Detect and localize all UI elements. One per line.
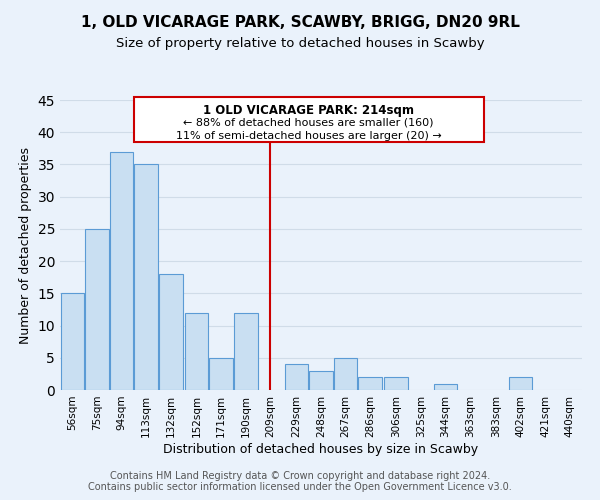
Bar — [134, 164, 158, 390]
Bar — [85, 229, 109, 390]
Bar — [234, 312, 257, 390]
Text: Contains HM Land Registry data © Crown copyright and database right 2024.: Contains HM Land Registry data © Crown c… — [110, 471, 490, 481]
Y-axis label: Number of detached properties: Number of detached properties — [19, 146, 32, 344]
Text: 1, OLD VICARAGE PARK, SCAWBY, BRIGG, DN20 9RL: 1, OLD VICARAGE PARK, SCAWBY, BRIGG, DN2… — [80, 15, 520, 30]
Text: 11% of semi-detached houses are larger (20) →: 11% of semi-detached houses are larger (… — [176, 131, 442, 141]
Bar — [159, 274, 182, 390]
Bar — [309, 370, 333, 390]
Text: Size of property relative to detached houses in Scawby: Size of property relative to detached ho… — [116, 38, 484, 51]
Text: Contains public sector information licensed under the Open Government Licence v3: Contains public sector information licen… — [88, 482, 512, 492]
X-axis label: Distribution of detached houses by size in Scawby: Distribution of detached houses by size … — [163, 442, 479, 456]
Bar — [284, 364, 308, 390]
Bar — [434, 384, 457, 390]
FancyBboxPatch shape — [134, 97, 484, 142]
Bar — [185, 312, 208, 390]
Bar — [385, 377, 408, 390]
Bar — [334, 358, 358, 390]
Bar — [509, 377, 532, 390]
Bar — [209, 358, 233, 390]
Bar — [61, 294, 84, 390]
Text: ← 88% of detached houses are smaller (160): ← 88% of detached houses are smaller (16… — [184, 118, 434, 128]
Text: 1 OLD VICARAGE PARK: 214sqm: 1 OLD VICARAGE PARK: 214sqm — [203, 104, 414, 117]
Bar — [110, 152, 133, 390]
Bar — [358, 377, 382, 390]
